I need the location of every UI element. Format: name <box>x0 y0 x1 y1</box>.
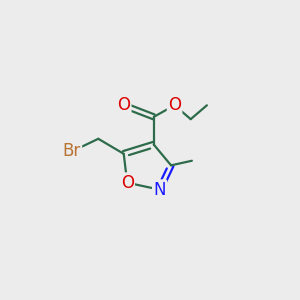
Text: Br: Br <box>63 142 81 160</box>
Text: O: O <box>168 96 181 114</box>
Text: O: O <box>121 174 134 192</box>
Text: N: N <box>153 181 166 199</box>
Text: O: O <box>117 96 130 114</box>
